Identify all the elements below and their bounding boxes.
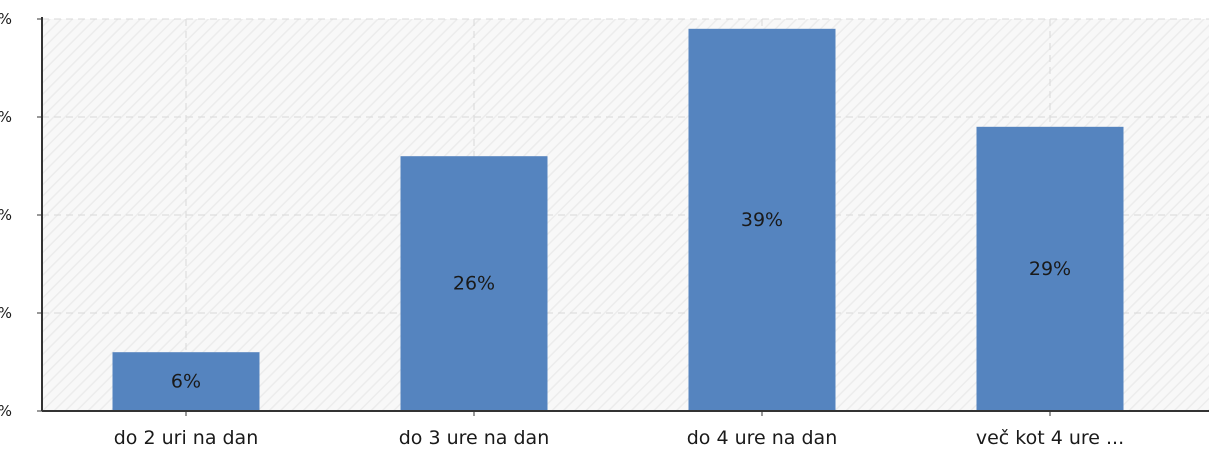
data-label: 6% — [171, 371, 201, 393]
bar — [688, 28, 836, 412]
y-tick-label: % — [0, 108, 12, 126]
y-tick-label: % — [0, 206, 12, 224]
x-tick-label: več kot 4 ure ... — [976, 427, 1124, 449]
data-label: 39% — [741, 209, 783, 231]
y-tick-label: % — [0, 10, 12, 28]
y-tick-label: % — [0, 304, 12, 322]
bar — [112, 352, 260, 411]
x-tick-label: do 3 ure na dan — [399, 427, 550, 449]
data-label: 29% — [1029, 258, 1071, 280]
x-tick-label: do 4 ure na dan — [687, 427, 838, 449]
x-tick-label: do 2 uri na dan — [114, 427, 259, 449]
y-tick-label: % — [0, 402, 12, 420]
bar — [976, 126, 1124, 412]
bar — [400, 156, 548, 411]
data-label: 26% — [453, 273, 495, 295]
